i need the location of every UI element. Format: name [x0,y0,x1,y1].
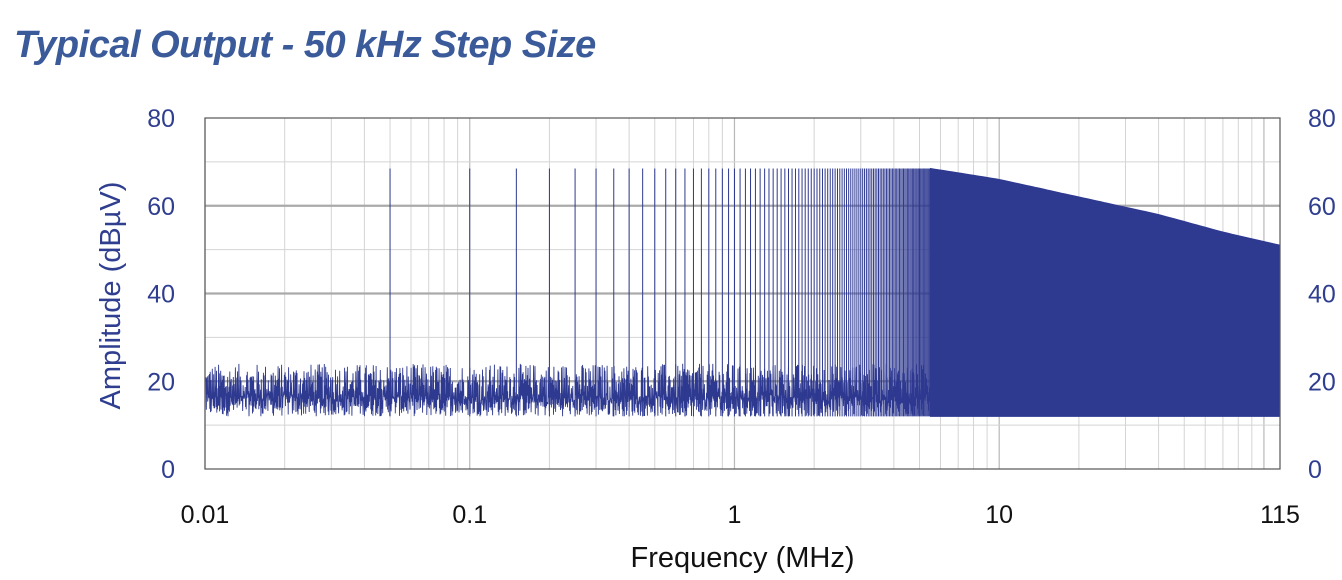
y-tick-label-left: 80 [147,105,175,133]
x-tick-label: 10 [985,501,1013,529]
x-tick-label: 1 [728,501,742,529]
x-tick-label: 115 [1260,501,1300,529]
y-tick-label-right: 0 [1308,456,1322,484]
y-tick-label-left: 40 [147,281,175,309]
x-tick-label: 0.01 [181,501,230,529]
y-tick-label-right: 60 [1308,193,1336,221]
y-tick-label-right: 80 [1308,105,1336,133]
plot-frame [204,117,1281,470]
chart-title: Typical Output - 50 kHz Step Size [14,24,596,66]
noise-floor [205,363,931,417]
x-axis-ticks: 0.01 0.1 1 10 115 [181,501,1300,529]
y-tick-label-left: 20 [147,368,175,396]
y-tick-label-right: 20 [1308,368,1336,396]
dense-spectrum-fill [930,167,1281,417]
data-layer [205,167,1281,417]
y-axis-left-ticks: 0 20 40 60 80 [147,105,175,484]
x-axis-label: Frequency (MHz) [631,542,855,574]
y-tick-label-left: 0 [161,456,175,484]
x-tick-label: 0.1 [452,501,487,529]
y-axis-label: Amplitude (dBµV) [95,182,127,410]
y-axis-right-ticks: 0 20 40 60 80 [1308,105,1336,484]
y-tick-label-left: 60 [147,193,175,221]
y-tick-label-right: 40 [1308,281,1336,309]
